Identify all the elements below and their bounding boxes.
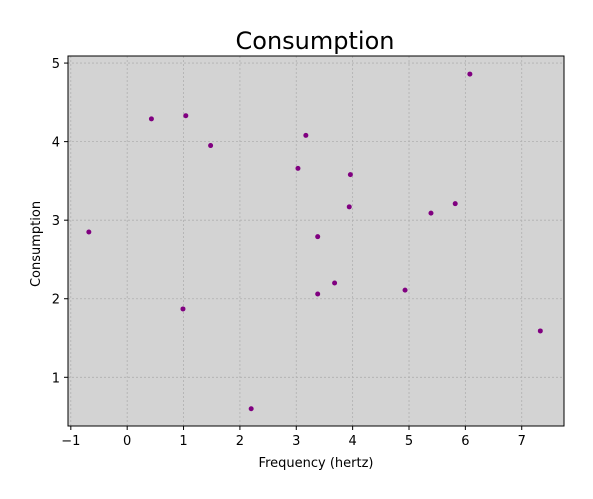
- x-tick-label: 7: [518, 434, 526, 449]
- chart-title: Consumption: [236, 27, 395, 55]
- x-axis-ticks: −1 0 1 2 3 4 5 6 7: [61, 426, 526, 449]
- y-tick-label: 2: [52, 293, 60, 308]
- y-tick-label: 4: [52, 136, 60, 151]
- y-tick-label: 1: [52, 371, 60, 386]
- plot-area: [67, 55, 565, 427]
- data-points: [86, 71, 543, 412]
- data-point: [332, 280, 338, 286]
- x-tick-label: 1: [179, 434, 187, 449]
- y-axis-label: Consumption: [29, 201, 44, 287]
- data-point: [347, 172, 353, 178]
- data-point: [315, 234, 321, 240]
- data-point: [402, 287, 408, 293]
- data-point: [183, 113, 189, 119]
- data-point: [537, 328, 543, 334]
- x-axis-label: Frequency (hertz): [259, 456, 374, 471]
- x-tick-label: 5: [405, 434, 413, 449]
- y-tick-label: 3: [52, 214, 60, 229]
- data-point: [295, 165, 301, 171]
- data-point: [180, 306, 186, 312]
- x-tick-label: −1: [61, 434, 80, 449]
- x-tick-label: 2: [236, 434, 244, 449]
- plot-frame: [67, 55, 565, 427]
- grid-lines: [68, 56, 564, 426]
- data-point: [467, 71, 473, 77]
- x-tick-label: 6: [461, 434, 469, 449]
- y-axis-ticks: 1 2 3 4 5: [52, 57, 68, 386]
- data-point: [452, 201, 458, 207]
- y-tick-label: 5: [52, 57, 60, 72]
- data-point: [346, 204, 352, 210]
- data-point: [303, 132, 309, 138]
- x-tick-label: 0: [123, 434, 131, 449]
- data-point: [315, 291, 321, 297]
- data-point: [208, 143, 214, 149]
- x-tick-label: 3: [292, 434, 300, 449]
- data-point: [428, 210, 434, 216]
- x-tick-label: 4: [348, 434, 356, 449]
- data-point: [248, 406, 254, 412]
- data-point: [148, 116, 154, 122]
- data-point: [86, 229, 92, 235]
